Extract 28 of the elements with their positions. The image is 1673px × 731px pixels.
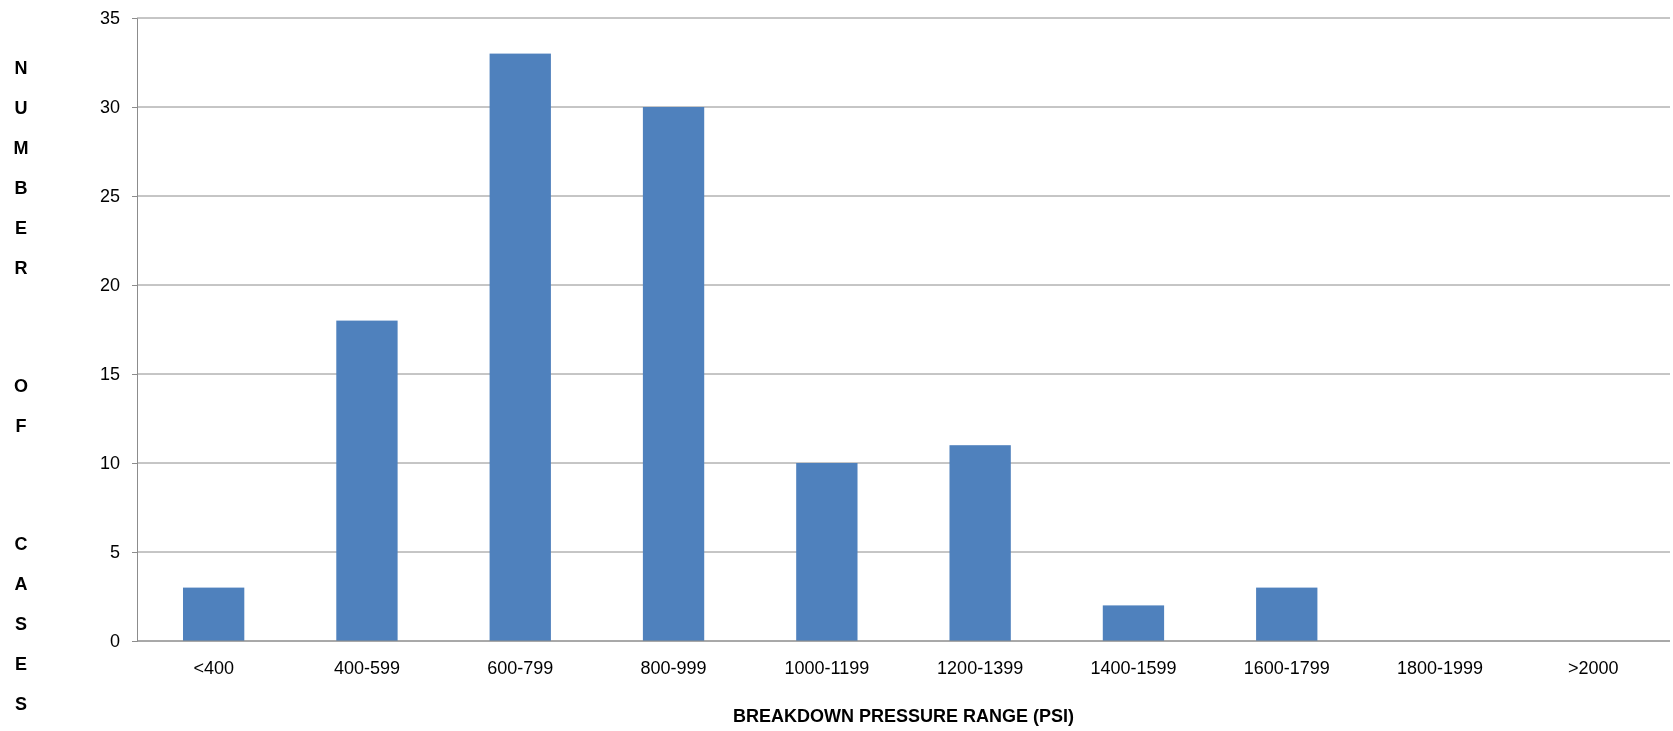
x-tick-label: 400-599 (333, 657, 400, 678)
bar (489, 53, 551, 641)
y-tick-label: 35 (99, 8, 120, 29)
x-tick-label: 1200-1399 (937, 657, 1024, 678)
y-tick-label: 15 (99, 364, 120, 385)
y-tick-label: 30 (99, 97, 120, 118)
y-tick-label: 25 (99, 186, 120, 207)
x-tick-label: 600-799 (487, 657, 554, 678)
bar (949, 445, 1011, 641)
y-tick-label: 20 (99, 275, 120, 296)
bar (642, 107, 705, 641)
bar (1102, 605, 1165, 641)
y-tick-label: 5 (109, 542, 120, 563)
x-tick-label: <400 (193, 657, 234, 678)
y-tick-label: 10 (99, 453, 120, 474)
x-tick-label: 1400-1599 (1090, 657, 1177, 678)
bar (796, 463, 858, 641)
x-axis-title: BREAKDOWN PRESSURE RANGE (PSI) (732, 706, 1075, 726)
x-tick-label: 800-999 (640, 657, 707, 678)
x-tick-label: 1000-1199 (784, 657, 870, 678)
y-tick-label: 0 (109, 631, 120, 652)
bar (1256, 587, 1318, 641)
x-tick-label: 1600-1799 (1243, 657, 1330, 678)
x-tick-label: 1800-1999 (1397, 657, 1484, 678)
x-tick-label: >2000 (1568, 657, 1619, 678)
bar (182, 587, 245, 641)
y-axis-title: NUMBER OF CASES (11, 58, 31, 731)
bar (336, 320, 398, 641)
